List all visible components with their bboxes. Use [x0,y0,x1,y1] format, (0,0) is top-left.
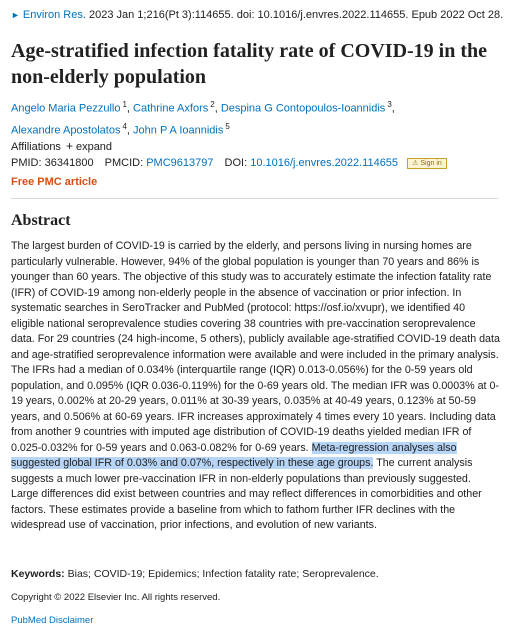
sign-in-label: Sign in [420,160,442,167]
expand-label: expand [75,141,113,153]
free-pmc-label: Free PMC article [11,176,98,188]
affiliation-number[interactable]: 3 [387,100,392,109]
author-link[interactable]: Despina G Contopoulos-Ioannidis [220,102,386,115]
sign-in-badge[interactable]: ⚠ Sign in [407,158,447,169]
chevron-right-icon: ► [11,10,20,20]
author-list: Angelo Maria Pezzullo 1, Cathrine Axfors 2… [11,100,395,137]
citation-line: ► Environ Res. 2023 Jan 1;216(Pt 3):11465… [11,9,503,21]
keywords: Keywords: Bias; COVID-19; Epidemics; Inf… [11,568,379,580]
identifiers-row: PMID: 36341800 PMCID: PMC9613797 DOI: 10… [11,157,447,169]
author-link[interactable]: Alexandre Apostolatos [11,124,121,137]
doi-label: DOI: [224,157,248,169]
pmcid-label: PMCID: [104,157,144,169]
pmid-value: 36341800 [44,157,94,169]
affiliation-number[interactable]: 2 [210,100,215,109]
keywords-text: Bias; COVID-19; Epidemics; Infection fat… [67,568,379,580]
affiliations-toggle[interactable]: Affiliations + expand [11,139,112,153]
author-link[interactable]: Angelo Maria Pezzullo [11,102,121,115]
pubmed-disclaimer-link[interactable]: PubMed Disclaimer [11,615,94,626]
affiliation-number[interactable]: 1 [122,100,127,109]
copyright-text: Copyright © 2022 Elsevier Inc. All right… [11,592,221,603]
abstract-text-part: The current analysis suggests a much low… [11,457,482,531]
keywords-label: Keywords: [11,568,65,580]
article-title: Age-stratified infection fatality rate o… [11,40,488,88]
citation-details: 2023 Jan 1;216(Pt 3):114655. doi: 10.101… [88,9,504,21]
pmid-label: PMID: [11,157,42,169]
abstract-text: The largest burden of COVID-19 is carrie… [11,239,501,534]
affiliation-number[interactable]: 5 [225,121,230,131]
affiliation-number[interactable]: 4 [122,121,127,131]
author-link[interactable]: John P A Ioannidis [133,124,224,137]
affiliations-label: Affiliations [11,141,61,153]
abstract-text-part: The largest burden of COVID-19 is carrie… [11,240,500,454]
doi-link[interactable]: 10.1016/j.envres.2022.114655 [250,157,399,169]
journal-link[interactable]: Environ Res. [22,9,86,21]
plus-icon: + [65,139,73,153]
lock-icon: ⚠ [412,160,419,167]
pmcid-link[interactable]: PMC9613797 [146,157,214,169]
abstract-heading: Abstract [11,212,71,229]
author-link[interactable]: Cathrine Axfors [133,102,209,115]
section-divider [11,198,498,199]
